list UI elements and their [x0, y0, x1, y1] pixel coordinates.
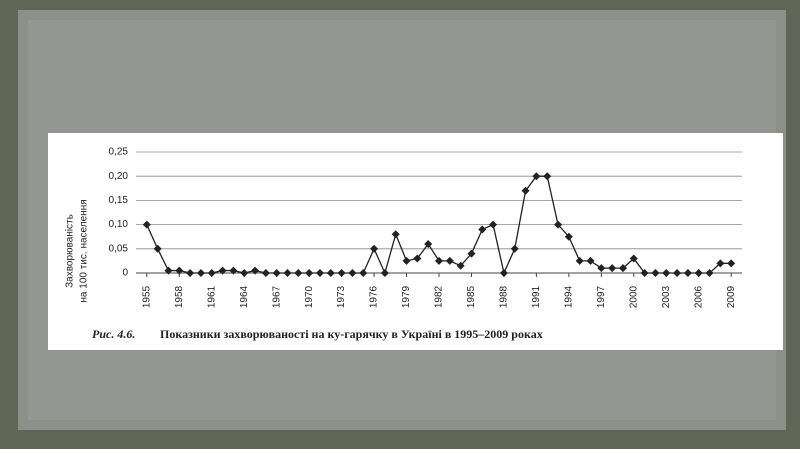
marker: [554, 220, 563, 229]
marker: [489, 220, 498, 229]
marker: [240, 269, 249, 277]
marker: [283, 269, 292, 277]
marker: [175, 266, 184, 275]
marker: [467, 249, 476, 258]
marker: [673, 269, 682, 277]
x-tick-label: 1988: [499, 285, 510, 308]
marker: [196, 269, 205, 277]
marker: [694, 269, 703, 277]
marker: [640, 269, 649, 277]
x-tick-label: 1961: [206, 285, 217, 308]
chart-area: [48, 133, 783, 350]
y-label: на 100 тис. населення: [79, 199, 90, 302]
x-tick-label: 1985: [466, 285, 477, 308]
marker: [348, 269, 357, 277]
y-label: Захворюваність: [65, 214, 76, 288]
y-tick-label: 0,25: [109, 147, 129, 158]
marker: [510, 244, 519, 253]
marker: [716, 259, 725, 268]
y-tick-label: 0,10: [109, 219, 129, 230]
marker: [651, 269, 660, 277]
marker: [315, 269, 324, 277]
marker: [597, 264, 606, 273]
x-tick-label: 1991: [531, 285, 542, 308]
x-tick-label: 1955: [141, 285, 152, 308]
marker: [532, 172, 541, 181]
marker: [521, 186, 530, 195]
marker: [499, 269, 508, 277]
marker: [435, 256, 443, 265]
x-tick-label: 2000: [628, 285, 639, 308]
marker: [478, 225, 487, 234]
marker: [683, 269, 692, 277]
x-tick-label: 1964: [239, 285, 250, 308]
marker: [326, 269, 335, 277]
marker: [662, 269, 671, 277]
marker: [186, 269, 195, 277]
marker: [294, 269, 303, 277]
marker: [207, 269, 216, 277]
marker: [229, 266, 238, 275]
marker: [456, 261, 465, 270]
x-tick-label: 1982: [434, 285, 445, 308]
marker: [305, 269, 314, 277]
x-tick-label: 2003: [661, 285, 672, 308]
y-tick-label: 0,05: [109, 243, 129, 254]
y-tick-label: 0,15: [109, 195, 129, 206]
marker: [153, 244, 162, 253]
marker: [218, 266, 227, 275]
marker: [727, 259, 736, 268]
x-tick-label: 1979: [401, 285, 412, 308]
marker: [445, 256, 454, 265]
marker: [142, 220, 151, 229]
x-tick-label: 1994: [563, 285, 574, 308]
y-tick-label: 0: [122, 268, 128, 279]
x-tick-label: 1967: [271, 285, 282, 308]
marker: [564, 232, 573, 241]
marker: [424, 239, 433, 248]
x-tick-label: 1958: [174, 285, 185, 308]
marker: [164, 266, 173, 275]
marker: [629, 254, 638, 263]
caption-prefix: Рис. 4.6.: [92, 327, 135, 341]
marker: [261, 269, 270, 277]
y-tick-label: 0,20: [109, 171, 129, 182]
marker: [370, 244, 379, 253]
x-tick-label: 1973: [336, 285, 347, 308]
marker: [359, 269, 368, 277]
marker: [543, 172, 552, 181]
marker: [380, 269, 389, 277]
marker: [391, 230, 400, 239]
marker: [705, 269, 714, 277]
marker: [251, 266, 260, 275]
x-tick-label: 2006: [693, 285, 704, 308]
x-tick-label: 2009: [726, 285, 737, 308]
x-tick-label: 1997: [596, 285, 607, 308]
marker: [272, 269, 281, 277]
x-tick-label: 1976: [369, 285, 380, 308]
caption: Показники захворюваності на ку-гарячку в…: [160, 327, 543, 341]
x-tick-label: 1970: [304, 285, 315, 308]
marker: [413, 254, 422, 263]
marker: [337, 269, 346, 277]
marker: [618, 264, 627, 273]
marker: [575, 256, 584, 265]
marker: [586, 256, 595, 265]
marker: [402, 256, 411, 265]
marker: [608, 264, 617, 273]
